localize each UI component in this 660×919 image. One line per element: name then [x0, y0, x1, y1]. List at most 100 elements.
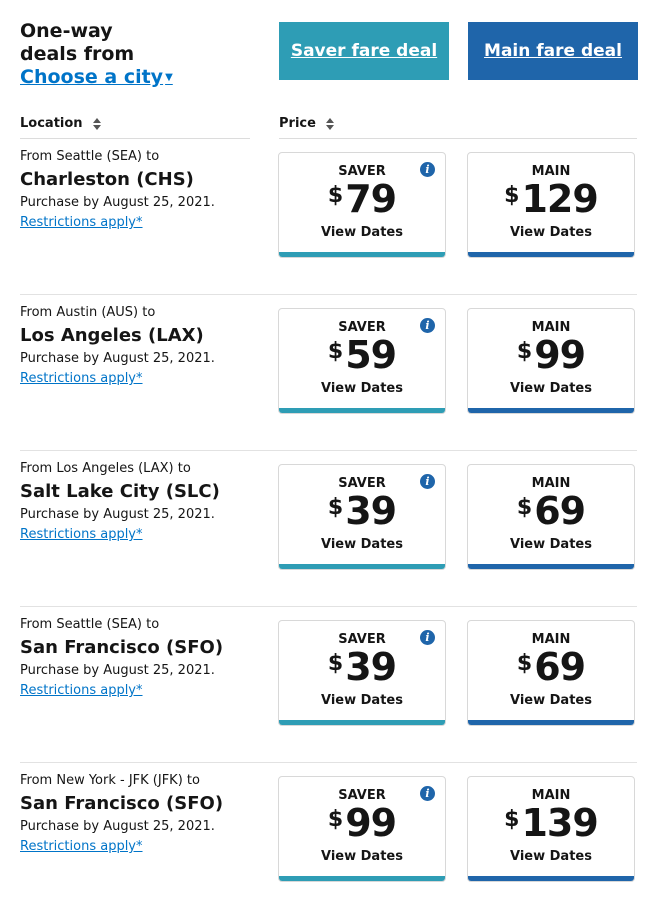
view-dates-label: View Dates	[321, 693, 403, 708]
currency-symbol: $	[516, 495, 533, 520]
main-fare-card[interactable]: MAIN $69 View Dates	[467, 620, 635, 726]
saver-fare-card[interactable]: SAVER i $79 View Dates	[278, 152, 446, 258]
restrictions-link[interactable]: Restrictions apply*	[20, 839, 143, 854]
saver-price: $39	[279, 489, 445, 533]
choose-city-dropdown[interactable]: Choose a city ▼	[20, 66, 173, 89]
main-fare-deal-label: Main fare deal	[484, 41, 622, 61]
main-price-amount: 139	[521, 801, 598, 845]
saver-price-amount: 99	[345, 801, 397, 845]
currency-symbol: $	[327, 495, 344, 520]
currency-symbol: $	[516, 339, 533, 364]
main-label: MAIN	[531, 476, 571, 491]
main-accent-bar	[468, 408, 634, 413]
main-accent-bar	[468, 564, 634, 569]
row-divider	[20, 606, 637, 607]
view-dates-label: View Dates	[510, 381, 592, 396]
restrictions-link[interactable]: Restrictions apply*	[20, 371, 143, 386]
info-icon[interactable]: i	[420, 318, 435, 333]
main-fare-deal-button[interactable]: Main fare deal	[468, 22, 638, 80]
main-price: $139	[468, 801, 634, 845]
currency-symbol: $	[516, 651, 533, 676]
saver-accent-bar	[279, 876, 445, 881]
sort-icon	[92, 117, 101, 130]
saver-accent-bar	[279, 252, 445, 257]
saver-fare-card[interactable]: SAVER i $59 View Dates	[278, 308, 446, 414]
saver-price: $59	[279, 333, 445, 377]
currency-symbol: $	[327, 339, 344, 364]
route-destination: San Francisco (SFO)	[20, 637, 224, 658]
currency-symbol: $	[327, 807, 344, 832]
row-divider	[20, 294, 637, 295]
main-accent-bar	[468, 252, 634, 257]
purchase-deadline: Purchase by August 25, 2021.	[20, 195, 215, 210]
purchase-deadline: Purchase by August 25, 2021.	[20, 351, 215, 366]
saver-accent-bar	[279, 720, 445, 725]
route-destination: Los Angeles (LAX)	[20, 325, 204, 346]
purchase-deadline: Purchase by August 25, 2021.	[20, 663, 215, 678]
restrictions-link[interactable]: Restrictions apply*	[20, 527, 143, 542]
route-origin: From New York - JFK (JFK) to	[20, 773, 200, 788]
main-label: MAIN	[531, 320, 571, 335]
view-dates-label: View Dates	[510, 693, 592, 708]
route-destination: Salt Lake City (SLC)	[20, 481, 220, 502]
main-price-amount: 99	[534, 333, 586, 377]
main-label: MAIN	[531, 632, 571, 647]
view-dates-label: View Dates	[510, 849, 592, 864]
saver-fare-card[interactable]: SAVER i $39 View Dates	[278, 620, 446, 726]
info-icon[interactable]: i	[420, 786, 435, 801]
saver-price-amount: 59	[345, 333, 397, 377]
saver-price: $39	[279, 645, 445, 689]
location-column-header[interactable]: Location	[20, 116, 101, 131]
info-icon[interactable]: i	[420, 162, 435, 177]
restrictions-link[interactable]: Restrictions apply*	[20, 215, 143, 230]
saver-label: SAVER	[338, 788, 386, 803]
main-fare-card[interactable]: MAIN $129 View Dates	[467, 152, 635, 258]
main-price: $69	[468, 645, 634, 689]
choose-city-label: Choose a city	[20, 66, 164, 88]
saver-fare-deal-button[interactable]: Saver fare deal	[279, 22, 449, 80]
info-icon[interactable]: i	[420, 630, 435, 645]
currency-symbol: $	[327, 651, 344, 676]
saver-fare-card[interactable]: SAVER i $39 View Dates	[278, 464, 446, 570]
saver-label: SAVER	[338, 320, 386, 335]
saver-label: SAVER	[338, 164, 386, 179]
price-header-label: Price	[279, 116, 316, 131]
price-column-header[interactable]: Price	[279, 116, 334, 131]
main-price-amount: 69	[534, 489, 586, 533]
view-dates-label: View Dates	[321, 537, 403, 552]
restrictions-link[interactable]: Restrictions apply*	[20, 683, 143, 698]
saver-label: SAVER	[338, 632, 386, 647]
divider	[20, 138, 250, 139]
saver-price-amount: 79	[345, 177, 397, 221]
main-price-amount: 69	[534, 645, 586, 689]
deal-row: From Los Angeles (LAX) to Salt Lake City…	[0, 451, 660, 607]
currency-symbol: $	[504, 183, 520, 208]
info-icon[interactable]: i	[420, 474, 435, 489]
saver-fare-card[interactable]: SAVER i $99 View Dates	[278, 776, 446, 882]
view-dates-label: View Dates	[510, 225, 592, 240]
route-origin: From Seattle (SEA) to	[20, 149, 160, 164]
view-dates-label: View Dates	[510, 537, 592, 552]
route-origin: From Seattle (SEA) to	[20, 617, 160, 632]
location-header-label: Location	[20, 116, 83, 131]
view-dates-label: View Dates	[321, 849, 403, 864]
main-fare-card[interactable]: MAIN $69 View Dates	[467, 464, 635, 570]
purchase-deadline: Purchase by August 25, 2021.	[20, 507, 215, 522]
main-price: $69	[468, 489, 634, 533]
view-dates-label: View Dates	[321, 225, 403, 240]
saver-label: SAVER	[338, 476, 386, 491]
main-accent-bar	[468, 876, 634, 881]
saver-price: $79	[279, 177, 445, 221]
main-fare-card[interactable]: MAIN $99 View Dates	[467, 308, 635, 414]
caret-down-icon: ▼	[165, 72, 173, 83]
currency-symbol: $	[504, 807, 520, 832]
main-label: MAIN	[531, 788, 571, 803]
title-line-1: One-way	[20, 20, 113, 42]
route-origin: From Los Angeles (LAX) to	[20, 461, 191, 476]
main-fare-card[interactable]: MAIN $139 View Dates	[467, 776, 635, 882]
main-accent-bar	[468, 720, 634, 725]
deal-row: From Austin (AUS) to Los Angeles (LAX) P…	[0, 295, 660, 451]
deal-row: From New York - JFK (JFK) to San Francis…	[0, 763, 660, 919]
main-price: $129	[468, 177, 634, 221]
main-price-amount: 129	[521, 177, 598, 221]
